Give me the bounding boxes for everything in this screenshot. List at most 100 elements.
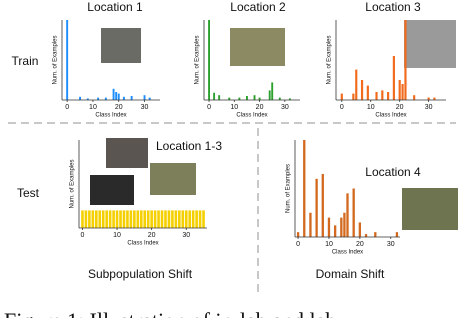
x-tick-label: 10 <box>113 232 121 239</box>
bar <box>296 232 300 237</box>
photo <box>150 163 196 195</box>
bar <box>122 96 125 100</box>
bar <box>86 98 89 100</box>
bar <box>101 210 105 228</box>
bar <box>79 96 82 100</box>
photo <box>230 28 285 66</box>
x-tick-label: 20 <box>396 104 404 111</box>
bar <box>208 20 210 100</box>
x-tick-label: 10 <box>367 104 375 111</box>
bar <box>355 69 358 100</box>
x-tick-label: 20 <box>256 104 264 111</box>
bar <box>150 210 153 228</box>
x-tick-label: 0 <box>65 104 69 111</box>
bar <box>352 188 355 237</box>
bar <box>346 193 349 237</box>
bar <box>160 210 164 228</box>
bar <box>171 210 174 228</box>
bar <box>271 82 274 100</box>
bar <box>360 80 364 100</box>
bar <box>136 210 140 228</box>
bar <box>392 56 395 100</box>
photo <box>106 138 148 168</box>
panel-caption: Domain Shift <box>316 267 385 281</box>
x-tick-label: 20 <box>115 104 123 111</box>
bar <box>164 210 167 228</box>
x-axis-label: Class Index <box>236 113 267 119</box>
bar <box>258 97 261 100</box>
bar <box>143 210 147 228</box>
bar <box>105 210 108 228</box>
bar <box>246 96 248 100</box>
bar <box>139 210 143 228</box>
bar <box>303 140 306 237</box>
bar <box>66 20 69 100</box>
bar <box>84 210 88 228</box>
panel-caption: Subpopulation Shift <box>88 267 193 281</box>
chart-title: Location 1-3 <box>156 139 222 153</box>
x-tick-label: 0 <box>340 104 344 111</box>
photo <box>101 28 141 63</box>
bar <box>195 210 198 228</box>
bar <box>126 210 129 228</box>
bar <box>117 93 120 100</box>
bar <box>395 232 399 237</box>
x-tick-label: 0 <box>81 232 85 239</box>
bar <box>404 20 407 100</box>
x-tick-label: 30 <box>141 104 149 111</box>
bar <box>381 90 384 100</box>
bar <box>143 95 146 100</box>
bar <box>157 210 160 228</box>
chart-title: Location 2 <box>230 0 286 14</box>
bar <box>278 97 281 100</box>
bar <box>387 92 390 100</box>
x-tick-label: 20 <box>356 241 364 248</box>
bar <box>315 178 318 237</box>
x-axis-label: Class Index <box>332 250 363 256</box>
bar <box>327 217 331 237</box>
x-tick-label: 10 <box>325 241 333 248</box>
bar <box>81 210 84 228</box>
bar <box>98 210 102 228</box>
bar <box>133 210 136 228</box>
bar <box>104 97 107 100</box>
bar <box>340 93 343 100</box>
bar <box>309 212 312 237</box>
bar <box>115 210 119 228</box>
bar <box>181 210 185 228</box>
bar <box>202 210 205 228</box>
bar <box>358 222 362 237</box>
bar <box>148 97 151 100</box>
x-tick-label: 30 <box>387 241 395 248</box>
bar <box>188 210 191 228</box>
x-axis-label: Class Index <box>127 241 158 247</box>
bar <box>146 210 150 228</box>
x-tick-label: 30 <box>182 232 190 239</box>
x-tick-label: 10 <box>230 104 238 111</box>
x-tick-label: 20 <box>148 232 156 239</box>
row-label: Test <box>17 186 40 200</box>
bar <box>112 210 115 228</box>
x-tick-label: 0 <box>296 241 300 248</box>
x-axis-label: Class Index <box>95 113 126 119</box>
bar <box>191 210 195 228</box>
x-tick-label: 0 <box>207 104 211 111</box>
row-label: Train <box>12 54 39 68</box>
bar <box>352 93 355 100</box>
y-axis-label: Num. of Examples <box>70 159 76 208</box>
x-tick-label: 30 <box>425 104 433 111</box>
bar <box>413 95 416 100</box>
chart-title: Location 3 <box>365 0 421 14</box>
bar <box>333 225 337 237</box>
bar <box>398 80 401 100</box>
bar <box>167 210 171 228</box>
bar <box>228 97 231 100</box>
y-axis-label: Num. of Examples <box>327 35 333 84</box>
bar <box>88 210 91 228</box>
bar <box>153 210 157 228</box>
photo <box>90 175 134 205</box>
bar <box>178 210 181 228</box>
bar <box>218 95 221 100</box>
y-axis-label: Num. of Examples <box>286 164 292 213</box>
